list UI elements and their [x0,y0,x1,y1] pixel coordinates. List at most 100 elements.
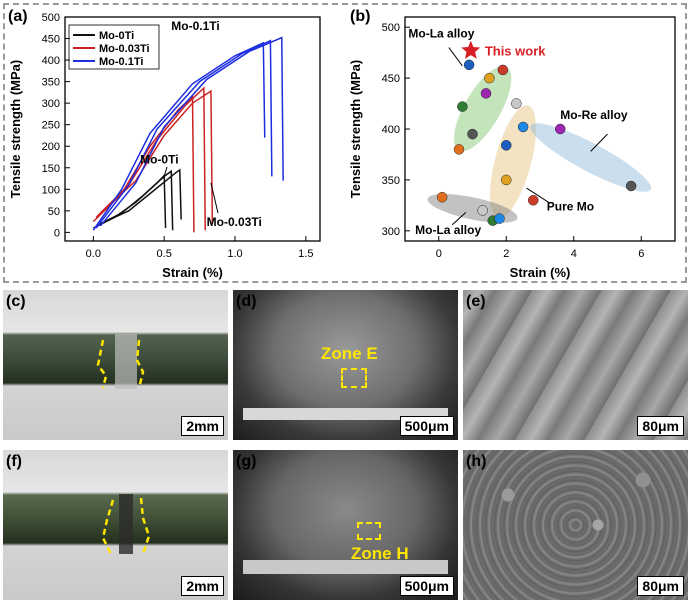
data-point [484,72,495,84]
panel-g-label: (g) [236,453,257,470]
sem-image-e: (e) 80μm [463,290,688,440]
data-point [453,144,465,155]
x-tick-label: 0.0 [86,248,101,260]
sem-image-d: Zone E (d) 500μm [233,290,458,440]
charts-frame [3,3,687,283]
zone-h-box [357,522,381,540]
plot-frame [404,16,676,242]
y-tick-label: 300 [382,226,400,238]
group-label-mo-la-bottom: Mo-La alloy [415,223,481,237]
x-tick-label: 6 [638,248,644,260]
series-curve [95,39,273,229]
series-curve [92,41,266,231]
sample-edge [243,408,448,420]
y-tick-label: 50 [48,206,60,218]
legend-label: Mo-0.1Ti [99,56,143,68]
data-point [467,128,478,140]
sem-image-g: Zone H (g) 500μm [233,450,458,600]
y-tick-label: 150 [42,163,60,175]
y-tick-label: 450 [42,34,60,46]
legend-label: Mo-0.03Ti [99,43,150,55]
this-work-star-icon [461,40,481,59]
panel-c-label: (c) [6,293,26,310]
series-curve [99,36,284,227]
sample-edge [243,560,448,574]
data-point [480,88,492,99]
scale-bar-c: 2mm [181,416,224,436]
x-tick-label: 2 [503,248,509,260]
group-label-mo-re: Mo-Re alloy [560,108,628,122]
plot-frame [64,16,321,242]
chart-a: 0.0 0.5 1.0 1.5 0 50 100 150 200 250 300 350 400 450 5… [8,12,321,280]
group-ellipse [490,105,536,218]
legend-box [68,24,160,70]
annotation-arrow [210,182,219,214]
y-tick-label: 350 [382,175,400,187]
data-point [555,123,566,135]
annotation-mo003ti: Mo-0.03Ti [207,215,262,229]
data-point [501,140,512,151]
group-label-mo-la-top: Mo-La alloy [408,26,474,40]
crack-outline-f [101,494,151,555]
y-axis-label: Tensile strength (MPa) [348,60,363,198]
y-tick-label: 450 [382,73,400,85]
data-point [477,205,488,216]
y-tick-label: 500 [382,22,400,34]
sem-image-h: (h) 80μm [463,450,688,600]
scale-bar-g: 500μm [399,576,454,596]
x-tick-label: 1.5 [298,248,313,260]
zone-h-label: Zone H [351,544,409,563]
panel-b-label: (b) [350,8,371,25]
series-curve [99,89,214,224]
x-tick-label: 0 [436,248,442,260]
data-point [511,98,522,109]
panel-f-label: (f) [6,453,22,470]
series-curve [95,86,206,231]
panel-a-label: (a) [8,8,28,25]
annotation-mo0ti: Mo-0Ti [140,152,178,166]
annotation-arrow [163,166,168,177]
data-point [517,121,529,133]
y-tick-label: 100 [42,184,60,196]
x-tick-label: 0.5 [157,248,172,260]
panel-e-label: (e) [466,293,486,310]
y-tick-label: 400 [382,124,400,136]
series-curve [95,169,174,231]
scale-bar-d: 500μm [399,416,454,436]
panel-d-label: (d) [236,293,257,310]
data-point [528,195,539,206]
x-tick-label: 1.0 [227,248,242,260]
y-tick-label: 350 [42,77,60,89]
x-tick-label: 4 [571,248,577,260]
data-point [501,174,512,186]
annotation-arrow [448,47,463,67]
y-tick-label: 0 [54,227,60,239]
scale-bar-e: 80μm [637,416,684,436]
data-point [457,101,468,112]
y-tick-label: 400 [42,55,60,67]
zone-e-box [341,368,367,388]
panel-h-label: (h) [466,453,487,470]
y-tick-label: 250 [42,120,60,132]
annotation-mo01ti: Mo-0.1Ti [171,19,219,33]
photo-f: (f) 2mm [3,450,228,600]
x-axis-label: Strain (%) [510,265,571,280]
photo-c: (c) 2mm [3,290,228,440]
y-tick-label: 300 [42,98,60,110]
data-point [463,59,475,71]
group-ellipse [530,123,652,192]
crack-outline-c [96,334,145,389]
legend-label: Mo-0Ti [99,30,134,42]
y-tick-label: 200 [42,141,60,153]
data-point [625,180,637,192]
series-curve [100,168,182,225]
scale-bar-f: 2mm [181,576,224,596]
data-point [494,213,505,224]
data-point [497,64,509,76]
annotation-arrow [451,212,467,226]
chart-b: 0 2 4 6 300 350 400 450 500 Strain (%) Tensile str… [348,16,676,280]
this-work-label: This work [485,44,546,59]
group-label-pure-mo: Pure Mo [547,199,594,213]
annotation-arrow [590,133,608,152]
zone-e-label: Zone E [321,344,378,363]
